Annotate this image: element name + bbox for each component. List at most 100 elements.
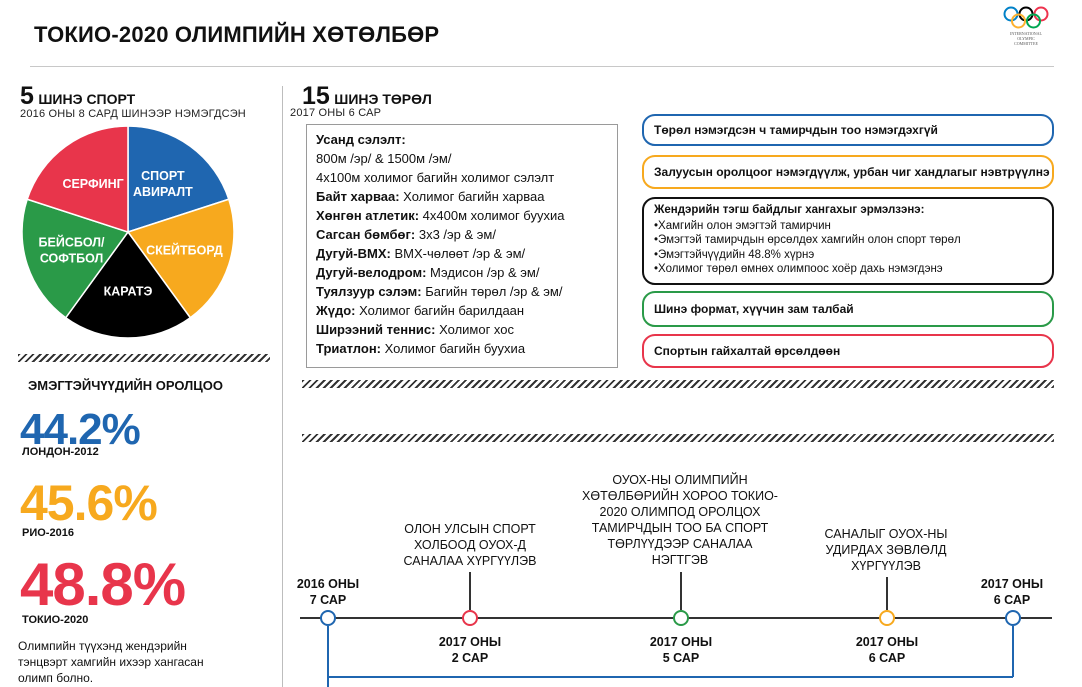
pie-slice	[127, 125, 230, 234]
timeline-date-line: 5 САР	[662, 651, 700, 665]
event-sport: Дугуй-BMX:	[316, 246, 391, 261]
timeline-dot-2016-7	[320, 610, 336, 626]
event-sport: Жүдо:	[316, 303, 356, 318]
pie-slice-label: СЕРФИНГ	[62, 177, 123, 191]
timeline-date-2017-6-end: 2017 ОНЫ 6 САР	[967, 576, 1057, 608]
column-divider	[282, 86, 283, 687]
header-divider	[30, 66, 1054, 67]
event-detail: 3x3 /эр & эм/	[415, 227, 496, 242]
timeline-dot-2017-5	[673, 610, 689, 626]
ring-red	[1033, 6, 1049, 22]
timeline-text-line: 2020 ОЛИМПОД ОРОЛЦОХ	[599, 505, 761, 519]
timeline-date-line: 2016 ОНЫ	[296, 577, 360, 591]
pie-slice-label-line: СОФТБОЛ	[40, 251, 103, 265]
pie-slice-label-line: СЕРФИНГ	[62, 177, 123, 191]
event-row: Дугуй-BMX: BMX-чөлөөт /эр & эм/	[316, 244, 617, 263]
timeline-date-2017-2: 2017 ОНЫ 2 САР	[425, 634, 515, 666]
timeline-date-line: 2017 ОНЫ	[855, 635, 919, 649]
timeline-text-line: САНАЛЫГ ОУОХ-НЫ	[824, 527, 948, 541]
feature-box-athlete-count-text: Төрөл нэмэгдсэн ч тамирчдын тоо нэмэгдэх…	[654, 123, 938, 137]
pie-slice-label: КАРАТЭ	[104, 284, 153, 298]
olympic-rings-logo: INTERNATIONAL OLYMPIC COMMITTEE	[1003, 6, 1049, 46]
timeline-text-line: ХҮРГҮҮЛЭВ	[851, 559, 921, 573]
women-note-line2: тэнцвэрт хамгийн ихээр хангасан	[18, 655, 204, 669]
timeline-connector-bottom	[327, 676, 1013, 678]
new-events-list: Усанд сэлэлт: 800м /эр/ & 1500м /эм/4x100…	[306, 124, 618, 368]
timeline-text-2017-5: ОУОХ-НЫ ОЛИМПИЙН ХӨТӨЛБӨРИЙН ХОРОО ТОКИО…	[575, 472, 785, 568]
timeline-text-line: ХОЛБООД ОУОХ-Д	[414, 538, 526, 552]
event-row: Байт харваа: Холимог багийн харваа	[316, 187, 617, 206]
feature-box-competition: Спортын гайхалтай өрсөлдөөн	[642, 334, 1054, 368]
event-row: Дугуй-велодром: Мэдисон /эр & эм/	[316, 263, 617, 282]
event-detail: Мэдисон /эр & эм/	[426, 265, 540, 280]
timeline-connector-left	[327, 626, 329, 687]
event-detail: Холимог багийн харваа	[399, 189, 545, 204]
timeline-text-line: САНАЛАА ХҮРГҮҮЛЭВ	[403, 554, 537, 568]
event-row: Жүдо: Холимог багийн барилдаан	[316, 301, 617, 320]
gender-equality-item: •Хамгийн олон эмэгтэй тамирчин	[654, 219, 831, 232]
gender-equality-item: •Холимог төрөл өмнөх олимпоос хоёр дахь …	[654, 263, 943, 275]
timeline-date-2017-5: 2017 ОНЫ 5 САР	[636, 634, 726, 666]
hatch-divider-left	[18, 354, 270, 362]
hatch-divider-right-top	[302, 380, 1054, 388]
event-detail: BMX-чөлөөт /эр & эм/	[390, 246, 526, 261]
pie-slice-label-line: АВИРАЛТ	[133, 185, 193, 199]
timeline-connector-right	[1012, 626, 1014, 677]
timeline-date-2017-6: 2017 ОНЫ 6 САР	[842, 634, 932, 666]
feature-box-competition-text: Спортын гайхалтай өрсөлдөөн	[654, 344, 841, 358]
event-row: Усанд сэлэлт:	[316, 130, 617, 149]
new-sports-pie-chart: СПОРТ АВИРАЛТ СКЕЙТБОРД КАРАТЭ БЕЙСБОЛ/СОФТБ…	[21, 125, 235, 339]
event-detail: Холимог хос	[435, 322, 515, 337]
event-detail: Холимог багийн барилдаан	[355, 303, 525, 318]
event-row: Триатлон: Холимог багийн буухиа	[316, 339, 617, 358]
stat-label-tokyo: ТОКИО-2020	[22, 614, 89, 626]
ring-blue	[1003, 6, 1019, 22]
event-sport: Туялзуур сэлэм:	[316, 284, 422, 299]
pie-slice-label-line: СКЕЙТБОРД	[146, 242, 223, 257]
timeline-text-2017-6: САНАЛЫГ ОУОХ-НЫ УДИРДАХ ЗӨВЛӨЛД ХҮРГҮҮЛЭ…	[800, 526, 972, 574]
women-note: Олимпийн түүхэнд жендэрийн тэнцвэрт хамг…	[18, 638, 204, 686]
event-sport: Триатлон:	[316, 341, 382, 356]
feature-box-new-format-text: Шинэ формат, хүүчин зам талбай	[654, 302, 854, 316]
feature-box-gender-equality: Жендэрийн тэгш байдлыг хангахыг эрмэлзэн…	[642, 197, 1054, 285]
event-row: Сагсан бөмбөг: 3x3 /эр & эм/	[316, 225, 617, 244]
event-detail: 4x400м холимог буухиа	[419, 208, 565, 223]
event-detail: 4x100м холимог багийн холимог сэлэлт	[316, 170, 555, 185]
timeline-dot-2017-2	[462, 610, 478, 626]
new-sports-label: ШИНЭ СПОРТ	[38, 91, 136, 107]
timeline-text-line: УДИРДАХ ЗӨВЛӨЛД	[825, 543, 947, 557]
event-row: Ширээний теннис: Холимог хос	[316, 320, 617, 339]
event-row: 4x100м холимог багийн холимог сэлэлт	[316, 168, 617, 187]
new-sports-caption: 2016 ОНЫ 8 САРД ШИНЭЭР НЭМЭГДСЭН	[20, 108, 246, 120]
timeline-text-line: ТАМИРЧДЫН ТОО БА СПОРТ	[591, 521, 769, 535]
timeline-date-line: 6 САР	[993, 593, 1031, 607]
feature-box-new-format: Шинэ формат, хүүчин зам талбай	[642, 291, 1054, 327]
event-sport: Дугуй-велодром:	[316, 265, 427, 280]
timeline-date-line: 2017 ОНЫ	[438, 635, 502, 649]
pie-slice	[64, 230, 192, 339]
timeline-dot-2017-6	[879, 610, 895, 626]
new-events-label: ШИНЭ ТӨРӨЛ	[334, 91, 432, 107]
timeline-text-line: ТӨРЛҮҮДЭЭР САНАЛАА	[607, 537, 753, 551]
timeline-dot-2017-6-end	[1005, 610, 1021, 626]
event-sport: Хөнгөн атлетик:	[316, 208, 420, 223]
event-sport: Байт харваа:	[316, 189, 400, 204]
event-row: 800м /эр/ & 1500м /эм/	[316, 149, 617, 168]
logo-text-line1: INTERNATIONAL	[1010, 31, 1043, 36]
timeline-text-2017-2: ОЛОН УЛСЫН СПОРТ ХОЛБООД ОУОХ-Д САНАЛАА …	[384, 521, 556, 569]
feature-box-athlete-count: Төрөл нэмэгдсэн ч тамирчдын тоо нэмэгдэх…	[642, 114, 1054, 146]
gender-equality-item: •Эмэгтэй тамирчдын өрсөлдөх хамгийн олон…	[654, 234, 961, 246]
event-detail: Багийн төрөл /эр & эм/	[421, 284, 563, 299]
timeline-date-line: 7 САР	[309, 593, 347, 607]
ring-green	[1026, 13, 1041, 29]
gender-equality-item: •Эмэгтэйчүүдийн 48.8% хүрнэ	[654, 248, 815, 261]
ring-yellow	[1011, 13, 1026, 29]
timeline-date-line: 2017 ОНЫ	[649, 635, 713, 649]
logo-text-line2: OLYMPIC	[1017, 36, 1035, 41]
timeline-date-line: 6 САР	[868, 651, 906, 665]
timeline-stem-2017-2	[469, 572, 471, 610]
timeline-text-line: ОЛОН УЛСЫН СПОРТ	[404, 522, 536, 536]
new-sports-heading: 5 ШИНЭ СПОРТ	[20, 82, 135, 111]
timeline-text-line: ХӨТӨЛБӨРИЙН ХОРОО ТОКИО-	[582, 489, 778, 503]
pie-slice-label: СКЕЙТБОРД	[146, 242, 223, 257]
